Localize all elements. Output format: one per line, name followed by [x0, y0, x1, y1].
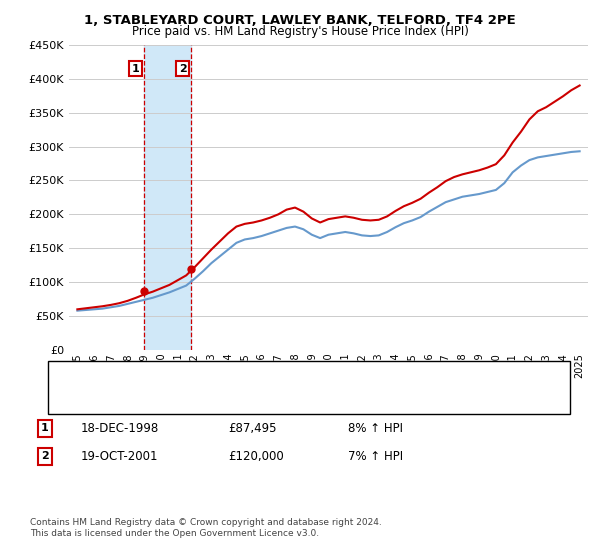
Text: Contains HM Land Registry data © Crown copyright and database right 2024.
This d: Contains HM Land Registry data © Crown c… [30, 518, 382, 538]
Text: 19-OCT-2001: 19-OCT-2001 [81, 450, 158, 463]
Text: 1: 1 [41, 423, 49, 433]
Text: 1: 1 [131, 63, 139, 73]
Text: 1, STABLEYARD COURT, LAWLEY BANK, TELFORD, TF4 2PE: 1, STABLEYARD COURT, LAWLEY BANK, TELFOR… [84, 14, 516, 27]
Text: 1, STABLEYARD COURT, LAWLEY BANK, TELFORD, TF4 2PE (detached house): 1, STABLEYARD COURT, LAWLEY BANK, TELFOR… [99, 370, 495, 380]
Text: 2: 2 [41, 451, 49, 461]
Bar [143, 45, 191, 350]
Text: 2: 2 [179, 63, 187, 73]
Text: £87,495: £87,495 [228, 422, 277, 435]
Text: £120,000: £120,000 [228, 450, 284, 463]
Text: Price paid vs. HM Land Registry's House Price Index (HPI): Price paid vs. HM Land Registry's House … [131, 25, 469, 38]
Text: 8% ↑ HPI: 8% ↑ HPI [348, 422, 403, 435]
Text: HPI: Average price, detached house, Telford and Wrekin: HPI: Average price, detached house, Telf… [99, 394, 389, 404]
Text: 7% ↑ HPI: 7% ↑ HPI [348, 450, 403, 463]
Text: 18-DEC-1998: 18-DEC-1998 [81, 422, 159, 435]
